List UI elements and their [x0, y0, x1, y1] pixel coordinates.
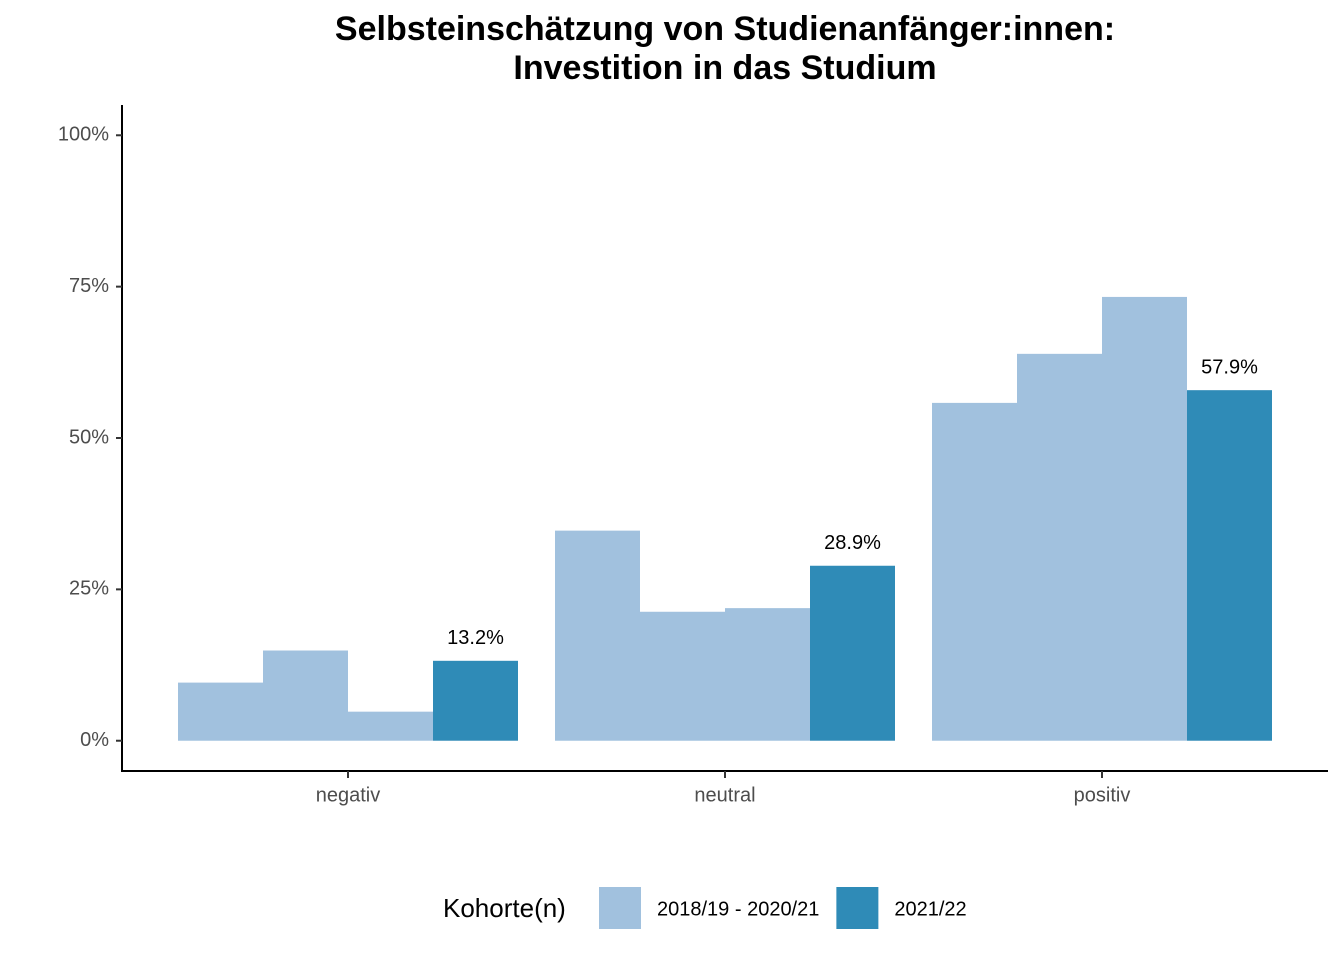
x-tick-label: negativ [316, 784, 381, 806]
data-label: 28.9% [824, 532, 881, 554]
chart-subtitle: Investition in das Studium [513, 49, 936, 87]
bar [640, 611, 725, 741]
bar [555, 530, 640, 741]
bar [1102, 296, 1187, 741]
bar [932, 402, 1017, 741]
legend-label: 2021/22 [894, 898, 966, 920]
bar [178, 682, 263, 741]
x-tick-label: positiv [1074, 784, 1131, 806]
bar [348, 711, 433, 741]
bar [1187, 390, 1272, 741]
chart-title: Selbsteinschätzung von Studienanfänger:i… [335, 10, 1115, 48]
bar [725, 608, 810, 741]
legend-title: Kohorte(n) [443, 893, 566, 923]
data-label: 13.2% [447, 627, 504, 649]
y-tick-label: 100% [58, 124, 109, 146]
x-tick-label: neutral [694, 784, 755, 806]
bar [1017, 353, 1102, 741]
y-tick-label: 50% [69, 426, 109, 448]
legend-swatch [599, 887, 641, 929]
bar [433, 660, 518, 741]
data-label: 57.9% [1201, 356, 1258, 378]
y-tick-label: 0% [80, 729, 109, 751]
y-tick-label: 75% [69, 275, 109, 297]
y-tick-label: 25% [69, 578, 109, 600]
legend-swatch [836, 887, 879, 929]
legend-label: 2018/19 - 2020/21 [657, 898, 819, 920]
bar [810, 565, 895, 741]
bar [263, 650, 348, 741]
